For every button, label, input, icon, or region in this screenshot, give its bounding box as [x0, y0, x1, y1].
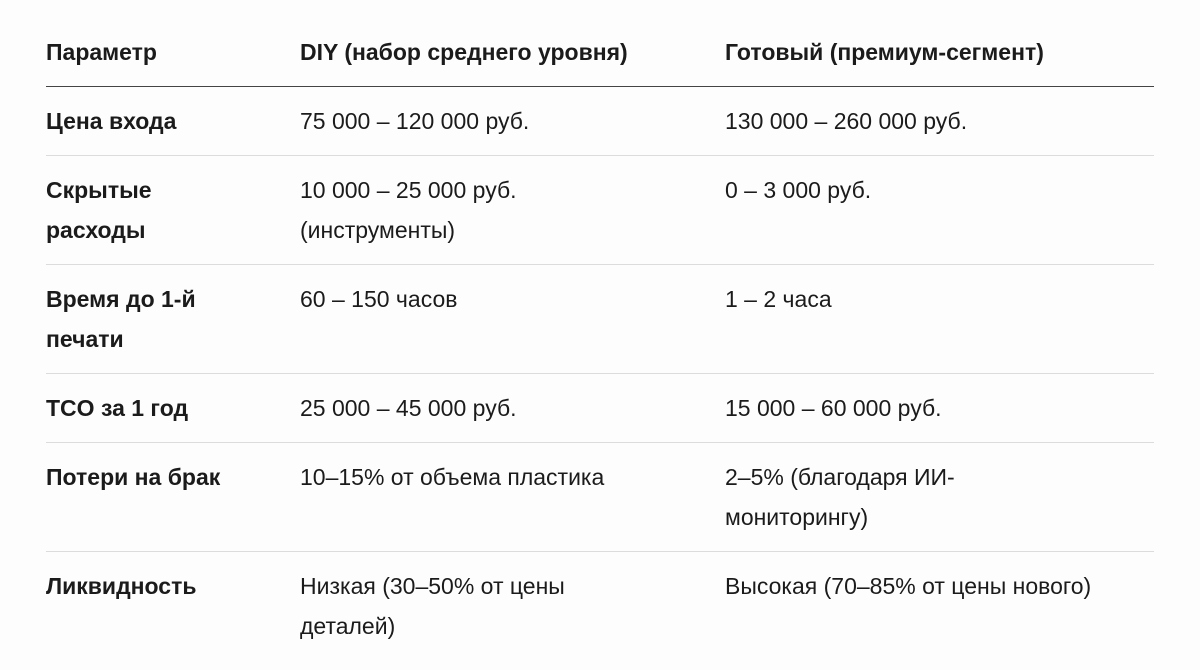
- cell-text: Низкая (30–50% от цены деталей): [300, 573, 565, 639]
- table-cell: TCO за 1 год: [46, 373, 300, 443]
- header-cell: Параметр: [46, 0, 300, 87]
- table-cell: Высокая (70–85% от цены нового): [725, 552, 1154, 661]
- header-cell: DIY (набор среднего уровня): [300, 0, 725, 87]
- table-cell: 2–5% (благодаря ИИ-мониторингу): [725, 442, 1154, 552]
- cell-text: 130 000 – 260 000 руб.: [725, 108, 968, 134]
- cell-text: 75 000 – 120 000 руб.: [300, 108, 530, 134]
- table-row: Потери на брак 10–15% от объема пластика 2…: [46, 442, 1154, 552]
- table-cell: Время до 1-й печати: [46, 264, 300, 374]
- table-cell: 25 000 – 45 000 руб.: [300, 373, 725, 443]
- table-row: TCO за 1 год 25 000 – 45 000 руб. 15 000 –…: [46, 373, 1154, 443]
- header-row: Параметр DIY (набор среднего уровня) Готов…: [46, 0, 1154, 87]
- comparison-table: Параметр DIY (набор среднего уровня) Готов…: [46, 0, 1154, 660]
- table-cell: 130 000 – 260 000 руб.: [725, 86, 1154, 156]
- cell-text: 15 000 – 60 000 руб.: [725, 395, 942, 421]
- table-row: Ликвидность Низкая (30–50% от цены детале…: [46, 552, 1154, 661]
- cell-text: Высокая (70–85% от цены нового): [725, 573, 1092, 599]
- cell-text: 10 000 – 25 000 руб. (инструменты): [300, 177, 517, 243]
- cell-text: Цена входа: [46, 108, 177, 134]
- cell-text: 60 – 150 часов: [300, 286, 458, 312]
- table-body: Цена входа 75 000 – 120 000 руб. 130 000 –…: [46, 86, 1154, 661]
- table-cell: 1 – 2 часа: [725, 264, 1154, 374]
- cell-text: TCO за 1 год: [46, 395, 189, 421]
- table-cell: Ликвидность: [46, 552, 300, 661]
- table-cell: 75 000 – 120 000 руб.: [300, 86, 725, 156]
- table-cell: 15 000 – 60 000 руб.: [725, 373, 1154, 443]
- table-row: Скрытые расходы 10 000 – 25 000 руб. (инс…: [46, 155, 1154, 265]
- cell-text: Время до 1-й печати: [46, 286, 196, 352]
- cell-text: 10–15% от объема пластика: [300, 464, 605, 490]
- cell-text: Скрытые расходы: [46, 177, 152, 243]
- table-cell: 10 000 – 25 000 руб. (инструменты): [300, 155, 725, 265]
- table-row: Цена входа 75 000 – 120 000 руб. 130 000 –…: [46, 86, 1154, 156]
- cell-text: 2–5% (благодаря ИИ-мониторингу): [725, 464, 955, 530]
- table-row: Время до 1-й печати 60 – 150 часов 1 – 2 ч…: [46, 264, 1154, 374]
- cell-text: Ликвидность: [46, 573, 197, 599]
- cell-text: 1 – 2 часа: [725, 286, 832, 312]
- table-cell: 10–15% от объема пластика: [300, 442, 725, 552]
- header-cell: Готовый (премиум-сегмент): [725, 0, 1154, 87]
- cell-text: 25 000 – 45 000 руб.: [300, 395, 517, 421]
- table-cell: 0 – 3 000 руб.: [725, 155, 1154, 265]
- cell-text: Потери на брак: [46, 464, 221, 490]
- table-cell: Цена входа: [46, 86, 300, 156]
- cell-text: 0 – 3 000 руб.: [725, 177, 872, 203]
- table-cell: Скрытые расходы: [46, 155, 300, 265]
- table-cell: 60 – 150 часов: [300, 264, 725, 374]
- table-cell: Низкая (30–50% от цены деталей): [300, 552, 725, 661]
- table-cell: Потери на брак: [46, 442, 300, 552]
